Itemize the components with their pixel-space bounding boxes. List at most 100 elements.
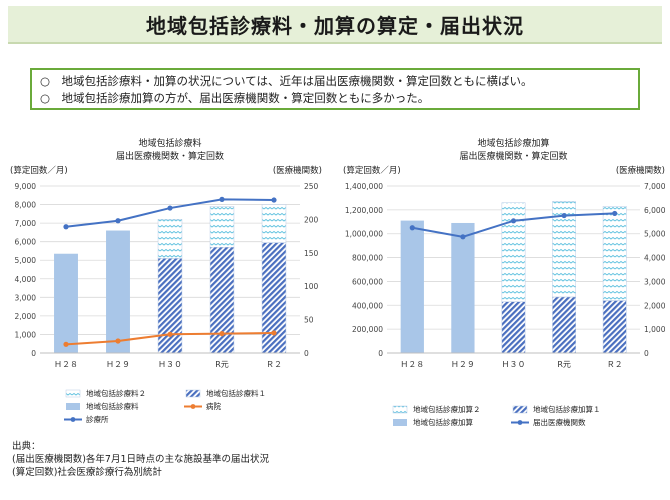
chart-title: 届出医療機関数・算定回数 [459, 150, 567, 162]
y-tick-label-left: 6,000 [15, 238, 37, 247]
bar [400, 220, 424, 353]
data-point [167, 205, 173, 211]
x-tick-label: R元 [215, 360, 229, 369]
page-title-bar: 地域包括診療料・加算の算定・届出状況 [8, 6, 662, 44]
bar [602, 206, 627, 301]
y-tick-label-right: 1,000 [644, 325, 666, 334]
bar [106, 230, 130, 353]
legend-swatch [393, 419, 407, 426]
legend-marker [190, 404, 196, 409]
summary-box: ○ 地域包括診療料・加算の状況については、近年は届出医療機関数・算定回数ともに横… [30, 68, 640, 110]
legend-label: 地域包括診療料 [86, 401, 139, 411]
y-tick-label-right: 200 [304, 215, 319, 224]
legend-label: 届出医療機関数 [533, 417, 586, 427]
y-tick-label-left: 1,000 [15, 330, 37, 339]
bar [552, 296, 576, 354]
summary-line: ○ 地域包括診療料・加算の状況については、近年は届出医療機関数・算定回数ともに横… [40, 74, 533, 88]
bar [552, 201, 576, 298]
y-tick-label-left: 2,000 [15, 312, 37, 321]
chart-title: 地域包括診療加算 [477, 137, 549, 149]
source-heading: 出典： [12, 441, 41, 452]
y-tick-label-right: 2,000 [644, 301, 666, 310]
x-tick-label: Ｒ２ [266, 360, 282, 369]
data-point [271, 197, 277, 203]
bar [209, 246, 235, 354]
source-note: 出典： (届出医療機関数)各年7月1日時点の主な施設基準の届出状況 (算定回数)… [12, 440, 269, 479]
y-tick-label-right: 3,000 [644, 277, 666, 286]
bar [501, 301, 526, 354]
y-tick-label-left: 3,000 [15, 293, 37, 302]
x-tick-label: Ｈ２８ [54, 360, 78, 369]
y-axis-label-left: (算定回数／月) [343, 165, 401, 176]
source-line: (届出医療機関数)各年7月1日時点の主な施設基準の届出状況 [12, 454, 270, 465]
data-point [63, 341, 69, 347]
x-tick-label: Ｈ３０ [158, 360, 182, 369]
bar [261, 242, 287, 354]
y-tick-label-right: 4,000 [644, 254, 666, 263]
y-tick-label-right: 7,000 [644, 182, 666, 191]
y-tick-label-right: 150 [304, 249, 319, 258]
data-point [167, 331, 173, 337]
legend-label: 診療所 [86, 414, 109, 424]
bar [261, 204, 287, 243]
x-tick-label: Ｈ２９ [451, 360, 475, 369]
bar [54, 253, 78, 353]
y-tick-label-left: 1,200,000 [345, 206, 383, 215]
y-tick-label-left: 0 [31, 349, 36, 358]
legend-swatch [512, 405, 528, 414]
y-tick-label-left: 5,000 [15, 256, 37, 265]
y-tick-label-left: 200,000 [352, 325, 383, 334]
legend-swatch [66, 403, 80, 410]
legend-label: 地域包括診療加算２ [413, 404, 481, 414]
legend-label: 地域包括診療料１ [206, 388, 266, 398]
summary-line: ○ 地域包括診療加算の方が、届出医療機関数・算定回数ともに多かった。 [40, 91, 430, 105]
chart-title: 地域包括診療料 [138, 137, 201, 149]
data-point [63, 224, 69, 230]
bar [602, 300, 627, 354]
y-tick-label-right: 5,000 [644, 230, 666, 239]
data-point [409, 225, 415, 231]
x-tick-label: Ｈ３０ [502, 360, 526, 369]
y-tick-label-left: 400,000 [352, 301, 383, 310]
bar [451, 222, 475, 353]
y-tick-label-right: 0 [644, 349, 649, 358]
x-tick-label: Ｈ２８ [400, 360, 424, 369]
chart-title: 届出医療機関数・算定回数 [116, 150, 224, 162]
y-tick-label-left: 4,000 [15, 275, 37, 284]
y-tick-label-left: 1,400,000 [345, 182, 383, 191]
x-tick-label: Ｒ２ [607, 360, 623, 369]
data-point [219, 196, 225, 202]
y-tick-label-left: 8,000 [15, 201, 37, 210]
legend-marker [70, 417, 76, 422]
data-point [460, 234, 466, 240]
legend-label: 地域包括診療加算１ [533, 404, 601, 414]
bar [157, 219, 183, 259]
legend-swatch [185, 389, 201, 398]
bar [209, 206, 235, 248]
y-tick-label-left: 1,000,000 [345, 230, 383, 239]
y-tick-label-left: 7,000 [15, 219, 37, 228]
y-axis-label-right: (医療機関数) [273, 165, 322, 176]
data-point [510, 218, 517, 224]
y-tick-label-right: 50 [304, 316, 314, 325]
y-tick-label-right: 6,000 [644, 206, 666, 215]
legend-label: 病院 [206, 401, 221, 411]
data-point [115, 338, 121, 344]
y-tick-label-left: 600,000 [352, 277, 383, 286]
bar [501, 202, 526, 302]
data-point [561, 212, 567, 219]
y-tick-label-right: 250 [304, 182, 319, 191]
y-tick-label-left: 0 [378, 349, 383, 358]
y-tick-label-left: 800,000 [352, 254, 383, 263]
page-title: 地域包括診療料・加算の算定・届出状況 [146, 13, 524, 38]
legend-label: 地域包括診療加算 [413, 417, 473, 427]
legend-marker [517, 420, 523, 425]
data-point [271, 330, 277, 336]
data-point [115, 218, 121, 224]
x-tick-label: Ｈ２９ [106, 360, 130, 369]
legend-swatch [392, 405, 408, 414]
legend-label: 地域包括診療料２ [86, 388, 146, 398]
data-point [219, 331, 225, 337]
y-axis-label-right: (医療機関数) [616, 165, 665, 176]
